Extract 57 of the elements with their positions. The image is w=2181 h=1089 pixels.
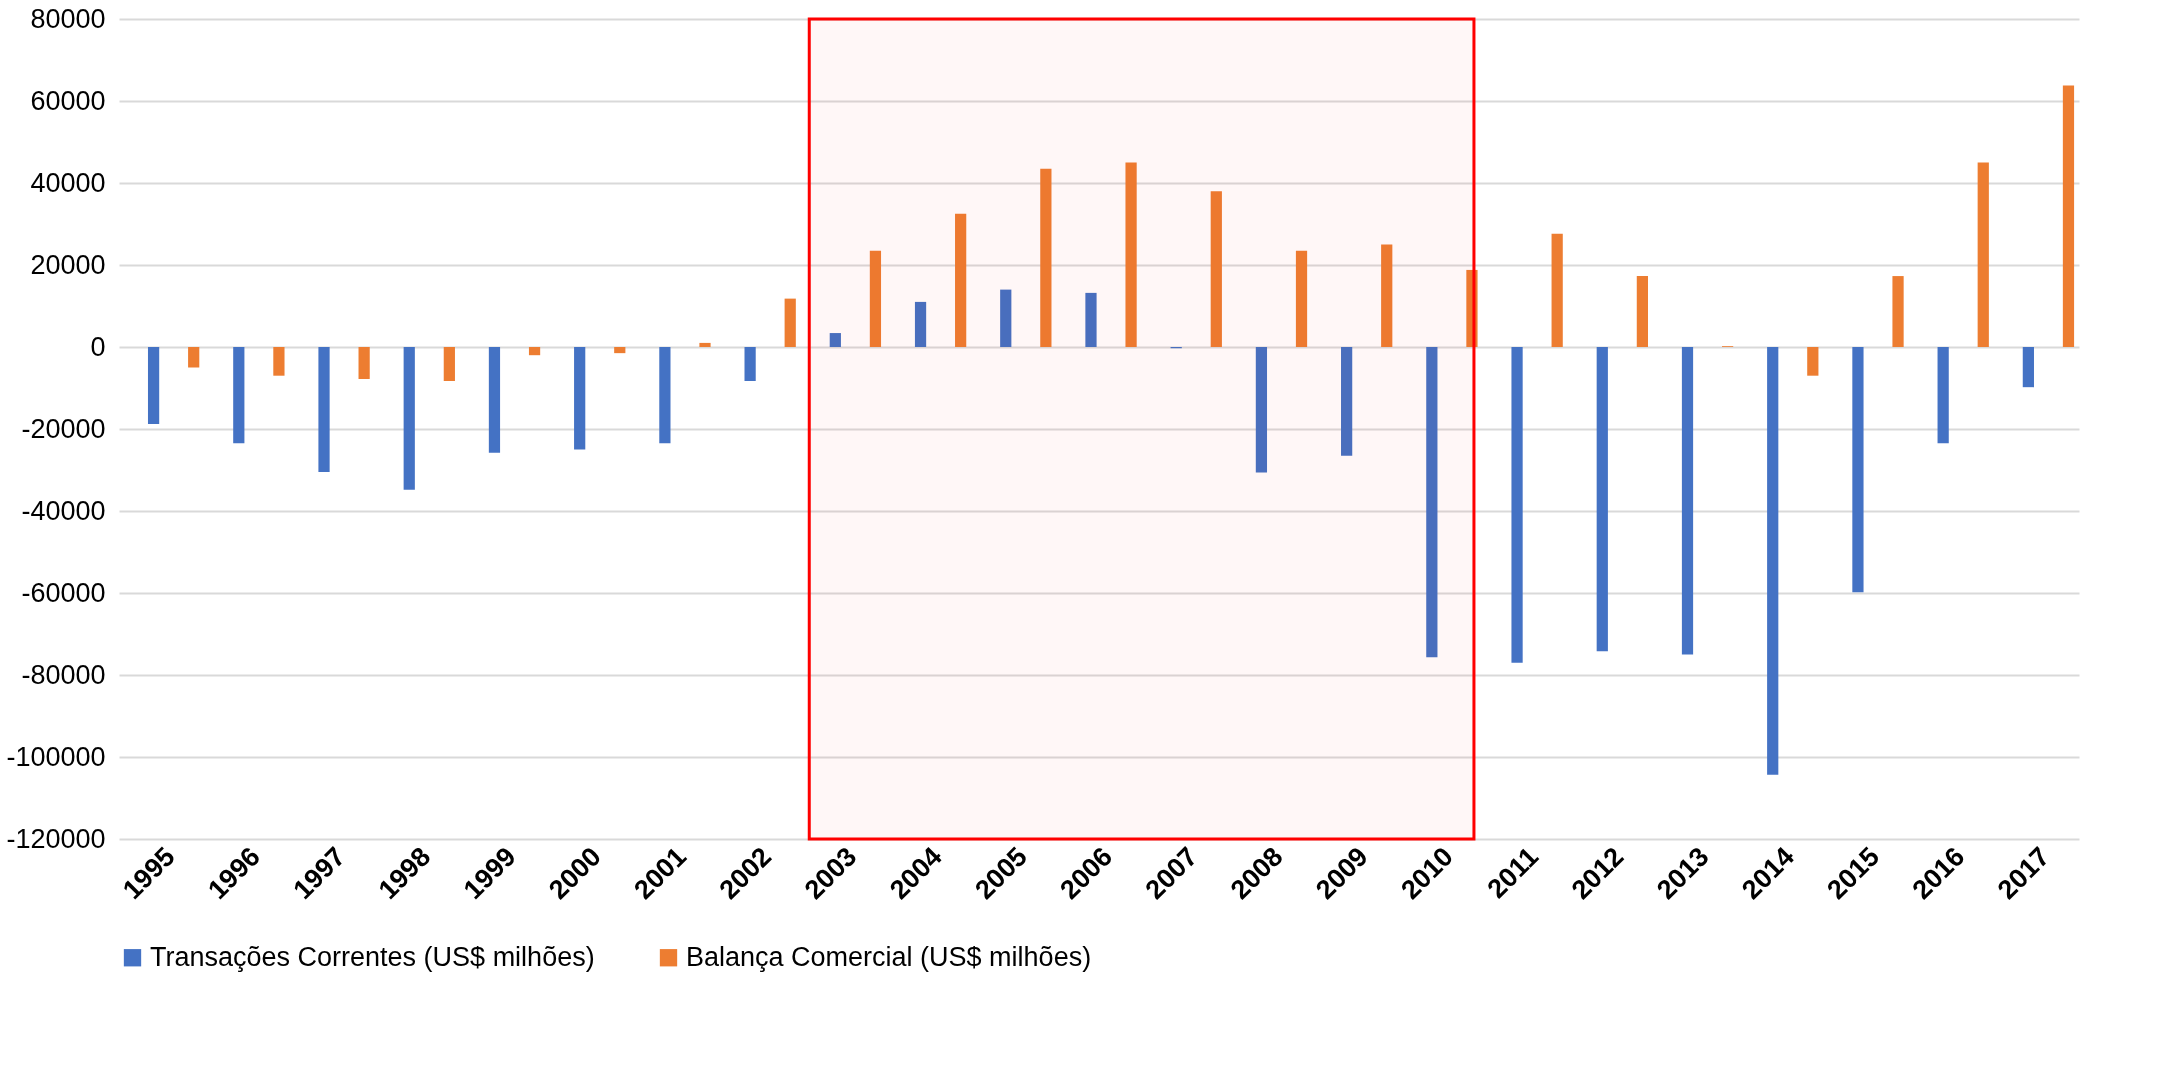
bar	[2062, 85, 2075, 347]
bar	[233, 347, 245, 444]
y-tick-label: 80000	[30, 3, 106, 34]
bar	[1937, 347, 1949, 444]
bar	[699, 342, 711, 347]
bar	[869, 250, 882, 347]
bar	[1511, 347, 1523, 663]
legend-label: Balança Comercial (US$ milhões)	[686, 941, 1092, 972]
bar	[744, 347, 756, 382]
y-tick-label: -40000	[21, 495, 106, 526]
bar	[829, 333, 841, 347]
bar	[1767, 347, 1779, 775]
bar	[1341, 347, 1353, 456]
bar	[358, 347, 370, 379]
bar	[659, 347, 671, 444]
y-tick-label: -120000	[6, 823, 106, 854]
bar	[188, 347, 200, 368]
bar	[1381, 244, 1393, 347]
bar	[443, 347, 455, 382]
bar	[914, 301, 927, 347]
y-tick-label: -20000	[21, 413, 106, 444]
bar	[403, 347, 415, 490]
bar	[1681, 347, 1694, 655]
y-tick-label: 20000	[30, 249, 106, 280]
bar	[955, 213, 967, 347]
y-tick-label: -60000	[21, 577, 106, 608]
y-tick-label: -100000	[6, 741, 106, 772]
bar	[1596, 347, 1608, 652]
bar	[1085, 292, 1097, 347]
y-tick-label: 0	[90, 331, 106, 362]
bar	[1807, 347, 1819, 376]
bar	[614, 347, 626, 354]
bar	[318, 347, 330, 473]
bar	[1977, 162, 1989, 347]
bar	[1426, 347, 1438, 658]
bar	[147, 347, 160, 425]
bar	[2022, 347, 2034, 388]
y-tick-label: 60000	[30, 85, 106, 116]
bar	[1000, 289, 1012, 347]
bar	[1551, 233, 1563, 347]
bar	[488, 347, 501, 453]
bar	[1040, 168, 1052, 347]
bar	[1852, 347, 1864, 593]
bar	[273, 347, 285, 376]
bar	[1210, 191, 1222, 347]
legend-label: Transações Correntes (US$ milhões)	[150, 941, 595, 972]
bar	[1466, 269, 1478, 347]
bar	[784, 298, 796, 347]
bar	[1892, 276, 1904, 347]
bar	[574, 347, 586, 450]
bar	[1295, 250, 1308, 347]
bar	[528, 347, 541, 356]
y-tick-label: -80000	[21, 659, 106, 690]
bar	[1255, 347, 1268, 473]
bar	[1125, 162, 1137, 347]
y-tick-label: 40000	[30, 167, 106, 198]
bar	[1636, 276, 1648, 347]
